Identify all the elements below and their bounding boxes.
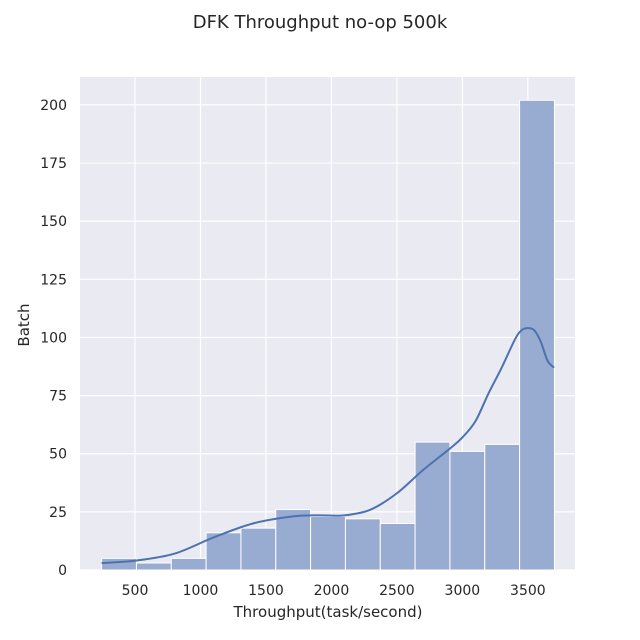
- y-tick-label: 25: [49, 505, 67, 521]
- histogram-bar: [275, 509, 312, 571]
- x-axis-label: Throughput(task/second): [233, 603, 423, 621]
- histogram-bar: [379, 522, 416, 571]
- y-tick-label: 175: [40, 156, 67, 172]
- histogram-bars: [101, 99, 555, 571]
- histogram-bar: [101, 557, 137, 571]
- histogram-bar: [310, 516, 346, 571]
- x-tick-label: 3000: [445, 583, 481, 599]
- kde-curve: [101, 327, 555, 565]
- x-tick-label: 2000: [314, 583, 350, 599]
- x-tick-label: 1000: [183, 583, 219, 599]
- histogram-bar: [344, 518, 381, 571]
- histogram-bar: [240, 527, 277, 571]
- y-tick-label: 125: [40, 272, 67, 288]
- x-tick-label: 500: [122, 583, 149, 599]
- y-tick-label: 150: [40, 214, 67, 230]
- y-tick-label: 200: [40, 98, 67, 114]
- x-tick-label: 1500: [248, 583, 284, 599]
- y-axis-label: Batch: [15, 303, 33, 346]
- x-tick-label: 3500: [510, 583, 546, 599]
- y-tick-label: 50: [49, 447, 67, 463]
- histogram-bar: [484, 443, 521, 571]
- y-tick-labels: 0 25 50 75 100 125 150 175 200: [40, 98, 67, 579]
- y-tick-label: 0: [58, 563, 67, 579]
- x-tick-labels: 500 1000 1500 2000 2500 3000 3500: [122, 583, 546, 599]
- histogram-bar: [170, 557, 207, 571]
- plot-area: 500 1000 1500 2000 2500 3000 3500 0 25 50 75 100 12…: [40, 77, 575, 599]
- chart-title: DFK Throughput no-op 500k: [193, 12, 448, 33]
- y-tick-label: 100: [40, 330, 67, 346]
- x-tick-label: 2500: [379, 583, 415, 599]
- y-tick-label: 75: [49, 389, 67, 405]
- histogram-bar: [449, 450, 486, 571]
- histogram-bar: [135, 562, 172, 571]
